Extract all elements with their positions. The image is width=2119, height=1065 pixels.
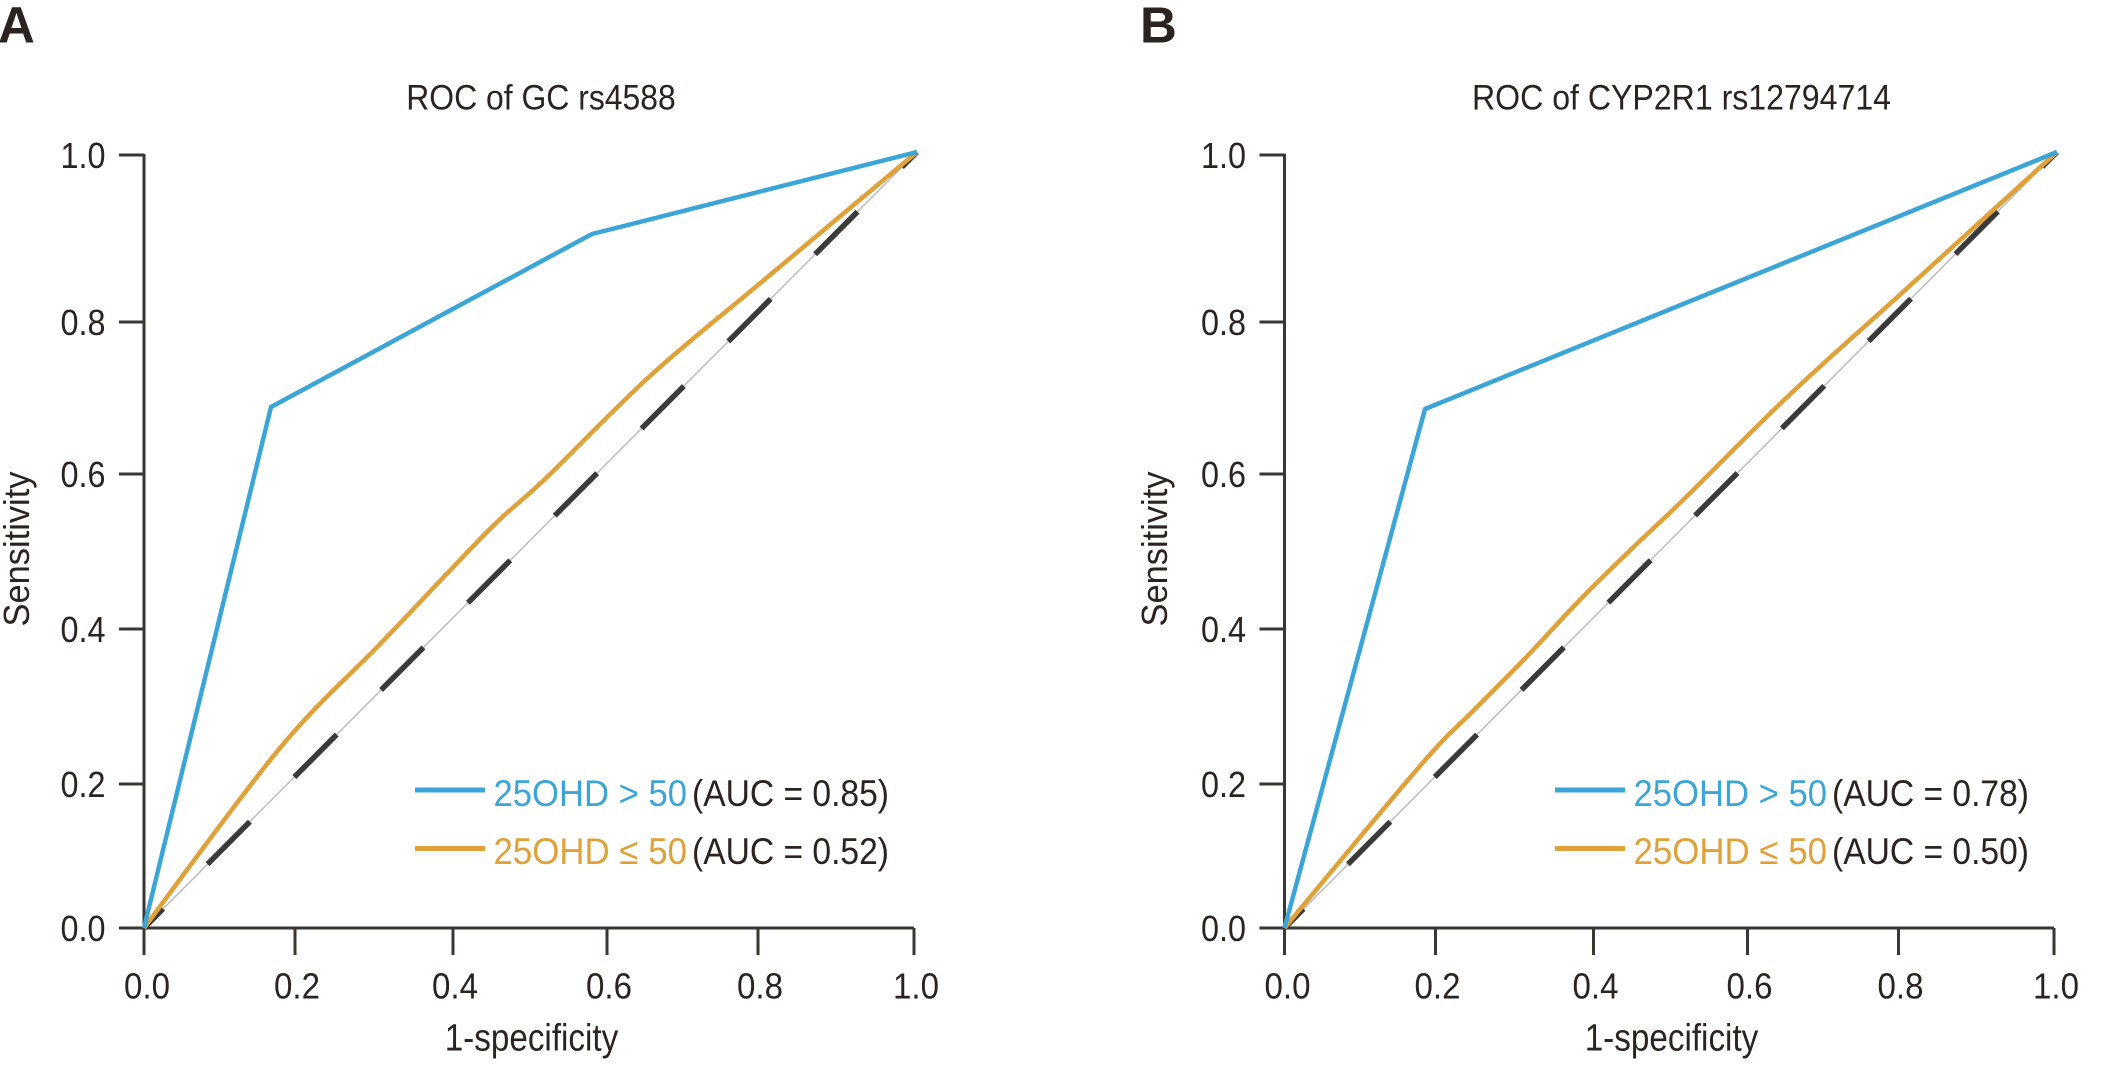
svg-text:0.8: 0.8 — [1878, 966, 1924, 1007]
svg-text:0.0: 0.0 — [1265, 966, 1311, 1007]
svg-text:Sensitivity: Sensitivity — [0, 472, 37, 627]
svg-text:1-specificity: 1-specificity — [445, 1018, 619, 1060]
svg-text:0.6: 0.6 — [61, 454, 106, 495]
svg-text:1.0: 1.0 — [1201, 135, 1246, 176]
svg-text:(AUC = 0.85): (AUC = 0.85) — [692, 773, 889, 814]
svg-text:1.0: 1.0 — [893, 966, 939, 1007]
svg-text:0.4: 0.4 — [432, 966, 478, 1007]
svg-text:1-specificity: 1-specificity — [1585, 1018, 1759, 1060]
svg-text:0.2: 0.2 — [61, 764, 106, 805]
svg-text:Sensitivity: Sensitivity — [1134, 472, 1175, 627]
svg-text:0.0: 0.0 — [61, 908, 106, 949]
svg-text:0.8: 0.8 — [1201, 302, 1246, 343]
svg-text:25OHD > 50: 25OHD > 50 — [1634, 773, 1828, 814]
svg-text:0.0: 0.0 — [1201, 908, 1246, 949]
svg-text:0.4: 0.4 — [1201, 609, 1246, 650]
svg-text:0.4: 0.4 — [1573, 966, 1619, 1007]
svg-text:B: B — [1140, 0, 1177, 54]
svg-text:0.8: 0.8 — [737, 966, 783, 1007]
svg-text:0.4: 0.4 — [61, 609, 106, 650]
svg-text:(AUC = 0.78): (AUC = 0.78) — [1832, 773, 2029, 814]
svg-text:0.6: 0.6 — [1727, 966, 1773, 1007]
svg-text:0.2: 0.2 — [274, 966, 320, 1007]
svg-text:0.2: 0.2 — [1201, 764, 1246, 805]
svg-text:A: A — [0, 0, 35, 54]
svg-text:25OHD ≤ 50: 25OHD ≤ 50 — [1634, 831, 1828, 872]
svg-text:ROC of CYP2R1 rs12794714: ROC of CYP2R1 rs12794714 — [1472, 78, 1891, 118]
svg-text:(AUC = 0.50): (AUC = 0.50) — [1832, 831, 2029, 872]
svg-text:0.6: 0.6 — [1201, 454, 1246, 495]
svg-text:0.0: 0.0 — [124, 966, 170, 1007]
svg-text:25OHD > 50: 25OHD > 50 — [494, 773, 688, 814]
svg-text:25OHD ≤ 50: 25OHD ≤ 50 — [494, 831, 688, 872]
svg-text:0.6: 0.6 — [586, 966, 632, 1007]
svg-text:1.0: 1.0 — [2033, 966, 2079, 1007]
svg-text:(AUC = 0.52): (AUC = 0.52) — [692, 831, 889, 872]
svg-text:1.0: 1.0 — [61, 135, 106, 176]
svg-text:0.2: 0.2 — [1415, 966, 1461, 1007]
svg-text:ROC of GC rs4588: ROC of GC rs4588 — [406, 78, 676, 118]
svg-text:0.8: 0.8 — [61, 302, 106, 343]
